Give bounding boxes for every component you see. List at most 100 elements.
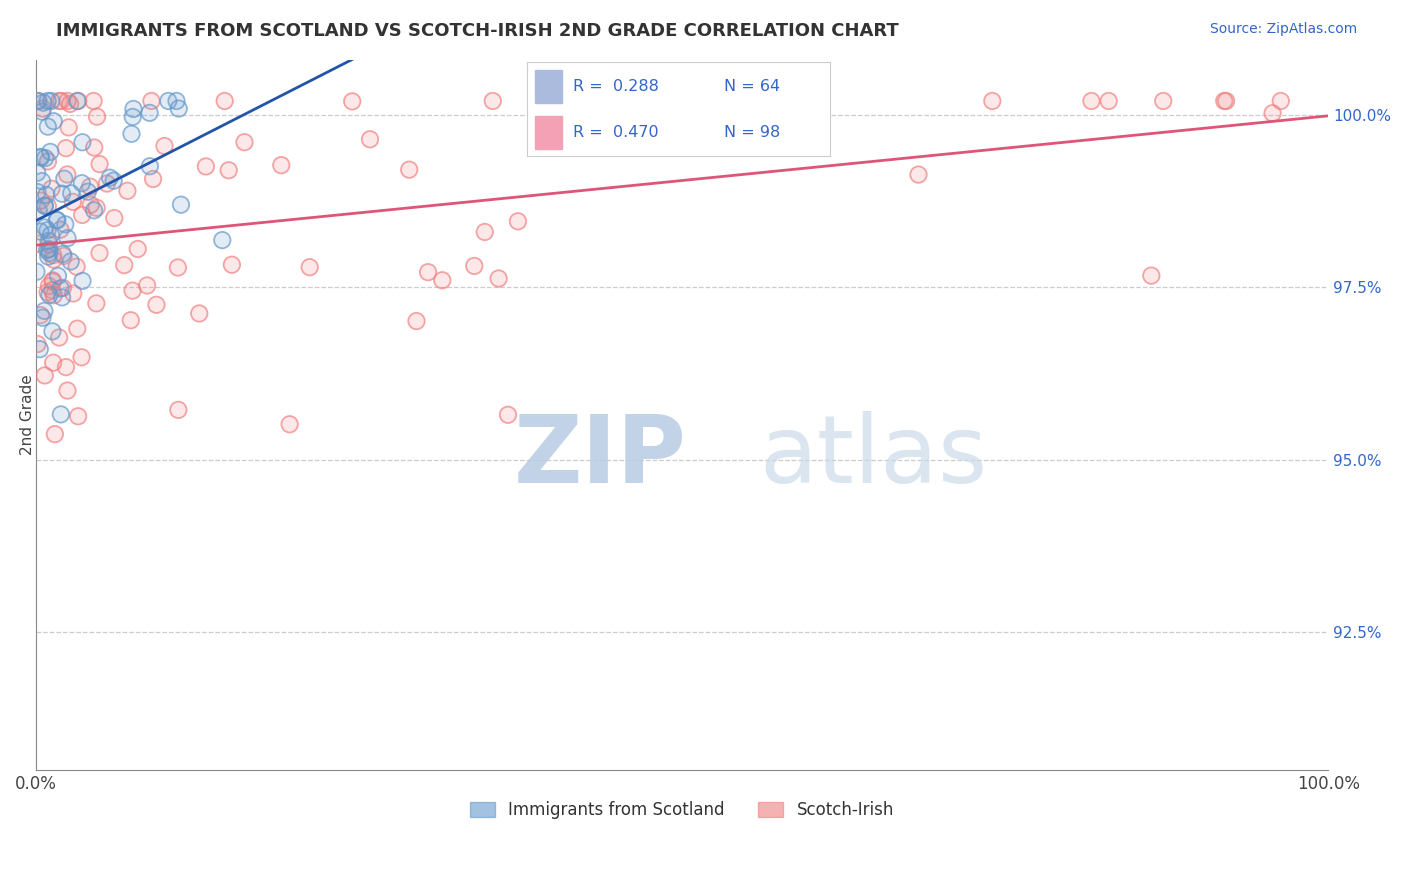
Point: [66, 321, 89, 335]
Point: [38, 246, 60, 260]
Point: [51, 290, 73, 304]
Point: [121, 127, 143, 141]
Point: [41, 94, 63, 108]
Point: [28, 94, 51, 108]
Point: [30, 225, 52, 239]
Point: [103, 211, 125, 225]
Point: [488, 271, 510, 285]
Point: [28, 203, 51, 218]
Point: [66, 321, 89, 335]
Text: IMMIGRANTS FROM SCOTLAND VS SCOTCH-IRISH 2ND GRADE CORRELATION CHART: IMMIGRANTS FROM SCOTLAND VS SCOTCH-IRISH…: [56, 22, 898, 40]
Point: [122, 102, 145, 116]
Point: [27, 337, 49, 351]
Point: [1213, 94, 1236, 108]
Point: [49, 223, 72, 237]
Point: [83, 140, 105, 154]
Point: [55, 141, 77, 155]
Point: [654, 94, 676, 108]
Text: R =  0.470: R = 0.470: [572, 125, 658, 140]
Point: [56, 231, 79, 245]
Point: [1215, 94, 1237, 108]
Point: [211, 233, 233, 247]
Point: [42, 273, 65, 287]
Point: [139, 159, 162, 173]
Point: [62, 286, 84, 301]
Point: [27, 185, 49, 199]
Point: [96, 177, 118, 191]
Point: [432, 273, 454, 287]
Point: [89, 246, 111, 260]
Point: [37, 94, 59, 108]
Point: [506, 214, 529, 228]
Point: [42, 273, 65, 287]
Point: [79, 179, 101, 194]
Point: [53, 217, 76, 231]
Point: [37, 154, 59, 169]
Point: [34, 199, 56, 213]
Point: [121, 127, 143, 141]
Point: [1080, 94, 1102, 108]
Point: [298, 260, 321, 275]
Point: [49, 281, 72, 295]
Point: [27, 185, 49, 199]
Point: [167, 403, 190, 417]
Point: [83, 203, 105, 218]
Point: [51, 94, 73, 108]
Text: atlas: atlas: [759, 411, 988, 503]
Point: [142, 172, 165, 186]
Point: [80, 198, 103, 212]
Text: ZIP: ZIP: [515, 411, 688, 503]
Point: [233, 135, 256, 149]
Point: [51, 186, 73, 201]
Point: [98, 170, 121, 185]
Point: [30, 225, 52, 239]
Point: [1270, 94, 1292, 108]
Point: [70, 351, 93, 365]
Point: [30, 151, 52, 165]
Point: [981, 94, 1004, 108]
Point: [170, 197, 193, 211]
Point: [34, 220, 56, 235]
Point: [44, 427, 66, 442]
Point: [127, 242, 149, 256]
Point: [39, 145, 62, 159]
Point: [56, 384, 79, 398]
Point: [270, 158, 292, 172]
Point: [76, 185, 98, 199]
Point: [67, 409, 90, 424]
Point: [34, 199, 56, 213]
Point: [488, 271, 510, 285]
Point: [31, 104, 53, 119]
Point: [89, 157, 111, 171]
Point: [103, 211, 125, 225]
Point: [52, 247, 75, 261]
Point: [31, 310, 53, 325]
Point: [49, 223, 72, 237]
Point: [37, 285, 59, 300]
Point: [42, 288, 65, 302]
Point: [41, 182, 63, 196]
Point: [153, 139, 176, 153]
Point: [25, 236, 48, 251]
Point: [70, 176, 93, 190]
Point: [72, 135, 94, 149]
Point: [34, 303, 56, 318]
Point: [86, 110, 108, 124]
Point: [31, 104, 53, 119]
Point: [481, 94, 503, 108]
Point: [211, 233, 233, 247]
Point: [72, 274, 94, 288]
Point: [342, 95, 364, 109]
Point: [30, 151, 52, 165]
Point: [27, 166, 49, 180]
Point: [38, 234, 60, 248]
Point: [25, 265, 48, 279]
Point: [37, 120, 59, 134]
Point: [34, 368, 56, 383]
Point: [34, 199, 56, 213]
Point: [37, 223, 59, 237]
Point: [55, 360, 77, 375]
Point: [42, 275, 65, 289]
Point: [37, 120, 59, 134]
Point: [56, 168, 79, 182]
